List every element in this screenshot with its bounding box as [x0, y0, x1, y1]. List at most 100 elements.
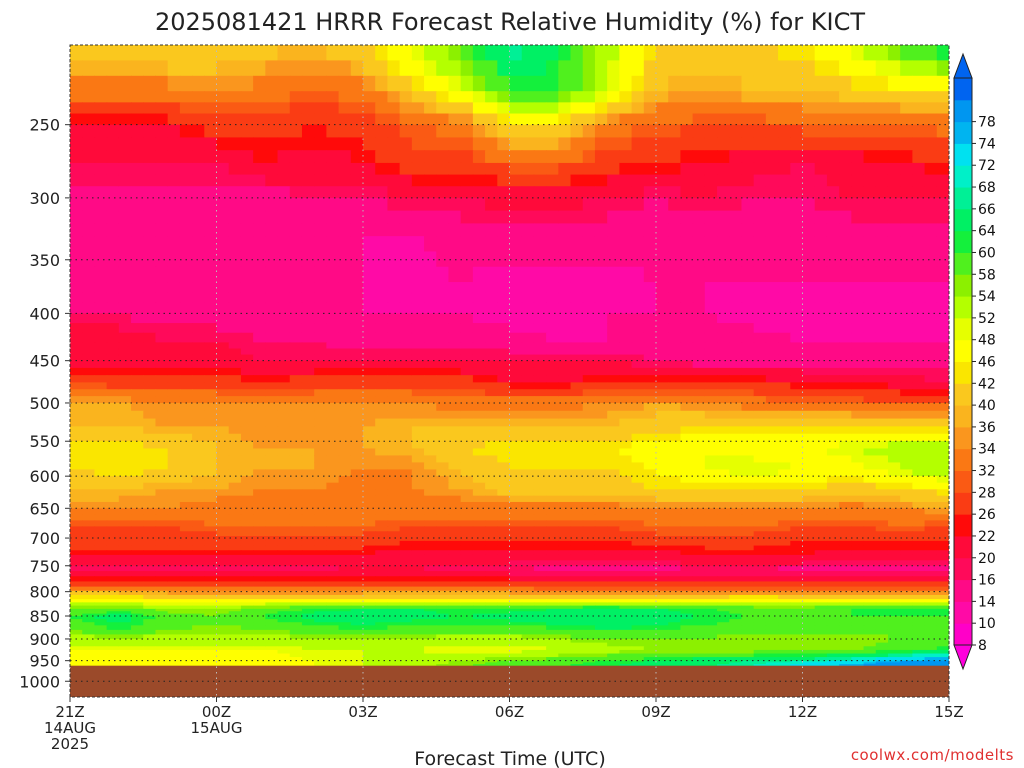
heatmap-cell	[436, 75, 450, 92]
heatmap-cell	[717, 210, 730, 224]
heatmap-cell	[887, 501, 901, 509]
heatmap-cell	[729, 137, 743, 151]
heatmap-cell	[631, 514, 645, 521]
heatmap-cell	[839, 476, 852, 484]
heatmap-cell	[753, 433, 767, 442]
heatmap-cell	[692, 251, 706, 268]
heatmap-cell	[314, 323, 327, 334]
heatmap-cell	[509, 540, 523, 547]
heatmap-cell	[546, 576, 559, 583]
heatmap-cell	[631, 323, 645, 334]
heatmap-cell	[411, 282, 425, 294]
heatmap-cell	[607, 426, 620, 435]
heatmap-cell	[497, 382, 511, 390]
heatmap-cell	[143, 441, 157, 450]
heatmap-cell	[753, 410, 767, 420]
heatmap-cell	[106, 536, 120, 542]
heatmap-cell	[851, 137, 865, 151]
heatmap-cell	[778, 489, 791, 497]
heatmap-cell	[326, 367, 340, 376]
heatmap-cell	[753, 313, 767, 324]
heatmap-cell	[131, 476, 144, 484]
heatmap-cell	[155, 174, 169, 187]
heatmap-cell	[131, 45, 144, 61]
heatmap-cell	[167, 565, 181, 572]
heatmap-cell	[155, 45, 169, 61]
heatmap-cell	[875, 75, 889, 92]
heatmap-cell	[179, 210, 193, 224]
heatmap-cell	[619, 302, 633, 314]
heatmap-cell	[631, 354, 645, 362]
heatmap-cell	[643, 531, 657, 537]
heatmap-cell	[839, 375, 852, 383]
heatmap-cell	[497, 174, 511, 187]
heatmap-cell	[497, 389, 511, 397]
heatmap-cell	[204, 313, 218, 324]
heatmap-cell	[131, 162, 144, 176]
heatmap-cell	[753, 576, 767, 583]
heatmap-cell	[875, 402, 889, 412]
heatmap-cell	[546, 560, 559, 567]
heatmap-cell	[802, 113, 816, 126]
heatmap-cell	[350, 418, 364, 427]
heatmap-cell	[778, 266, 791, 283]
heatmap-cell	[900, 266, 913, 283]
heatmap-cell	[509, 332, 523, 344]
heatmap-cell	[338, 186, 352, 199]
heatmap-cell	[106, 102, 120, 115]
heatmap-cell	[70, 531, 83, 537]
heatmap-cell	[912, 137, 926, 151]
heatmap-cell	[265, 565, 279, 572]
heatmap-cell	[753, 536, 767, 542]
heatmap-cell	[863, 354, 877, 362]
heatmap-cell	[192, 367, 205, 376]
heatmap-cell	[448, 251, 462, 268]
heatmap-cell	[204, 536, 218, 542]
heatmap-cell	[778, 581, 791, 588]
heatmap-cell	[411, 174, 425, 187]
heatmap-cell	[631, 531, 645, 537]
heatmap-cell	[143, 489, 157, 497]
heatmap-cell	[558, 45, 572, 61]
heatmap-cell	[741, 332, 755, 344]
heatmap-cell	[387, 571, 401, 577]
heatmap-cell	[668, 560, 682, 567]
heatmap-cell	[839, 302, 852, 314]
heatmap-cell	[887, 354, 901, 362]
heatmap-cell	[375, 565, 389, 572]
heatmap-cell	[240, 210, 254, 224]
heatmap-cell	[448, 323, 462, 334]
heatmap-cell	[497, 531, 511, 537]
heatmap-cell	[656, 545, 669, 551]
heatmap-cell	[753, 489, 767, 497]
heatmap-cell	[131, 586, 144, 592]
heatmap-cell	[607, 581, 620, 588]
heatmap-cell	[240, 433, 254, 442]
heatmap-cell	[82, 302, 96, 314]
heatmap-cell	[277, 586, 291, 592]
heatmap-cell	[656, 354, 669, 362]
heatmap-cell	[436, 599, 450, 603]
heatmap-cell	[411, 410, 425, 420]
heatmap-cell	[509, 402, 523, 412]
heatmap-cell	[131, 266, 144, 283]
heatmap-cell	[253, 448, 266, 457]
heatmap-cell	[326, 508, 340, 515]
heatmap-cell	[582, 402, 596, 412]
heatmap-cell	[680, 455, 694, 464]
heatmap-cell	[216, 360, 230, 369]
heatmap-cell	[350, 489, 364, 497]
heatmap-cell	[179, 462, 193, 471]
heatmap-cell	[778, 501, 791, 509]
heatmap-cell	[741, 396, 755, 404]
heatmap-cell	[790, 124, 804, 139]
heatmap-cell	[753, 441, 767, 450]
heatmap-cell	[253, 433, 266, 442]
heatmap-cell	[839, 382, 852, 390]
heatmap-cell	[729, 102, 743, 115]
heatmap-cell	[375, 113, 389, 126]
heatmap-cell	[277, 186, 291, 199]
heatmap-cell	[692, 540, 706, 547]
heatmap-cell	[778, 540, 791, 547]
heatmap-cell	[82, 210, 96, 224]
